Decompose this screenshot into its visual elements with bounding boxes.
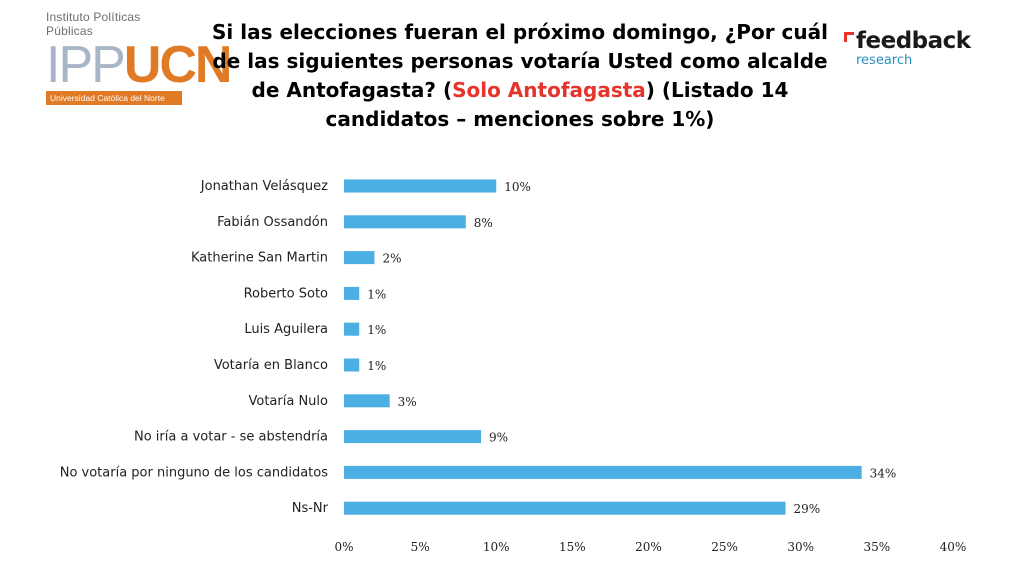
title-part2: ) (Listado 14 candidatos – menciones sob…	[325, 78, 789, 131]
category-label: No iría a votar - se abstendría	[134, 430, 328, 445]
value-label: 34%	[870, 466, 897, 480]
category-label: Votaría Nulo	[249, 394, 329, 409]
logo-ipp: IPP	[46, 36, 126, 94]
category-label: Luis Aguilera	[244, 322, 328, 337]
value-label: 1%	[367, 287, 386, 301]
value-label: 29%	[794, 502, 821, 516]
bar	[344, 501, 786, 515]
bar	[344, 430, 482, 444]
ippucn-logo: Instituto Políticas Públicas IPPUCN Univ…	[46, 10, 232, 105]
logo-band: Universidad Católica del Norte	[46, 91, 182, 105]
value-label: 10%	[504, 180, 531, 194]
bar	[344, 215, 466, 229]
logo-wordmark: IPPUCN	[46, 39, 232, 91]
bar	[344, 465, 862, 479]
title-part1: Si las elecciones fueran el próximo domi…	[212, 20, 828, 102]
x-tick-label: 10%	[483, 540, 510, 554]
x-tick-label: 35%	[864, 540, 891, 554]
category-label: Roberto Soto	[244, 286, 328, 301]
feedback-logo: feedback research	[844, 28, 994, 74]
bar	[344, 286, 360, 300]
bar	[344, 179, 497, 193]
x-tick-label: 0%	[334, 540, 353, 554]
category-label: Ns-Nr	[292, 501, 329, 516]
value-label: 8%	[474, 216, 493, 230]
value-label: 1%	[367, 323, 386, 337]
x-tick-label: 5%	[411, 540, 430, 554]
chart-title: Si las elecciones fueran el próximo domi…	[200, 18, 840, 134]
bar	[344, 251, 375, 265]
feedback-wordmark: feedback	[856, 28, 971, 54]
value-label: 2%	[382, 252, 401, 266]
bar	[344, 322, 360, 336]
feedback-mark-icon	[844, 32, 854, 42]
category-label: Votaría en Blanco	[214, 358, 328, 373]
category-label: No votaría por ninguno de los candidatos	[60, 465, 329, 480]
category-label: Fabián Ossandón	[217, 215, 328, 230]
logo-subtitle: Instituto Políticas Públicas	[46, 10, 141, 38]
x-tick-label: 15%	[559, 540, 586, 554]
value-label: 3%	[398, 395, 417, 409]
value-label: 9%	[489, 431, 508, 445]
title-highlight: Solo Antofagasta	[452, 78, 646, 102]
bar	[344, 394, 390, 408]
bar	[344, 358, 360, 372]
category-label: Jonathan Velásquez	[200, 179, 328, 194]
category-label: Katherine San Martin	[191, 251, 328, 266]
feedback-subtitle: research	[856, 53, 913, 68]
x-tick-label: 25%	[711, 540, 738, 554]
logo-ucn: UCN	[123, 36, 233, 94]
x-tick-label: 40%	[940, 540, 967, 554]
value-label: 1%	[367, 359, 386, 373]
x-tick-label: 30%	[787, 540, 814, 554]
x-tick-label: 20%	[635, 540, 662, 554]
